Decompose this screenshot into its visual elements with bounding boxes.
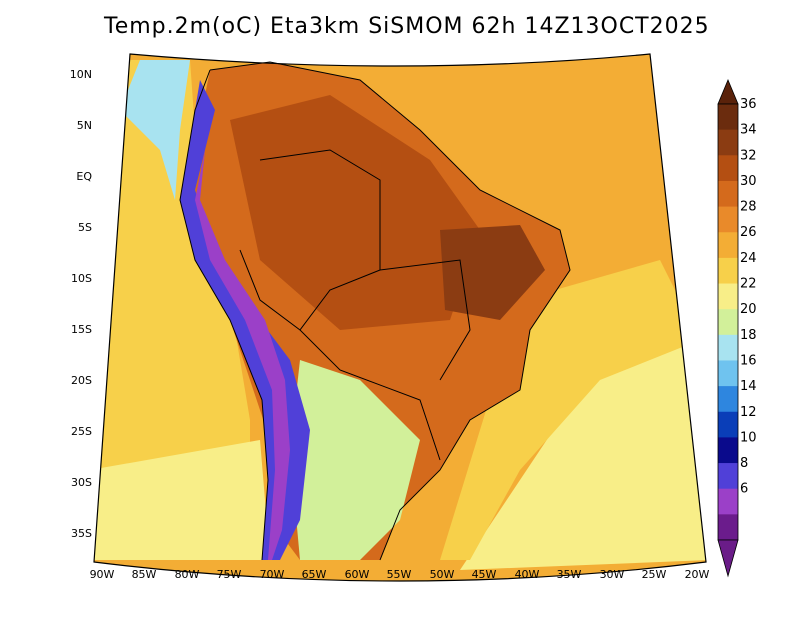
lat-label: EQ [76, 170, 92, 183]
colorbar-label: 20 [740, 302, 757, 317]
amazon-hot-core [230, 95, 480, 330]
lon-label: 55W [387, 568, 412, 581]
pacific-cool-band [94, 60, 250, 560]
lat-label: 20S [71, 374, 92, 387]
latitude-axis: 10N 5N EQ 5S 10S 15S 20S 25S 30S 35S [70, 68, 93, 540]
internal-border-a [239, 249, 301, 331]
lon-label: 70W [260, 568, 285, 581]
lat-label: 30S [71, 476, 92, 489]
lon-label: 30W [600, 568, 625, 581]
lon-label: 90W [90, 568, 115, 581]
colorbar-segment [718, 283, 738, 310]
colorbar-label: 28 [740, 200, 757, 215]
colorbar-label: 36 [740, 97, 757, 112]
northeast-hot-core [440, 225, 545, 320]
colorbar-segment [718, 232, 738, 259]
lat-label: 15S [71, 323, 92, 336]
lat-label: 10N [70, 68, 92, 81]
colorbar-labels: 36 34 32 30 28 26 24 22 20 18 16 14 12 10 8 6 [740, 97, 757, 497]
colorbar-segment [718, 514, 738, 541]
colorbar-segment [718, 360, 738, 387]
colorbar-label: 34 [740, 123, 757, 138]
brazil-border [259, 149, 441, 461]
colorbar-label: 24 [740, 251, 757, 266]
colorbar-segment [718, 180, 738, 208]
map-frame [93, 53, 707, 582]
colorbar-segment [718, 257, 738, 285]
colorbar-segment [718, 463, 738, 490]
colorbar: 36 34 32 30 28 26 24 22 20 18 16 14 12 10 8 6 [717, 78, 757, 578]
map-title: Temp.2m(oC) Eta3km SiSMOM 62h 14Z13OCT20… [104, 14, 710, 39]
lon-label: 45W [472, 568, 497, 581]
borders [179, 61, 571, 561]
colorbar-segment [718, 386, 738, 413]
colorbar-top-arrow [717, 78, 739, 105]
atlantic-mid-band [440, 260, 700, 560]
temperature-field [94, 54, 706, 581]
lon-label: 75W [217, 568, 242, 581]
lon-label: 85W [132, 568, 157, 581]
colorbar-label: 22 [740, 277, 757, 292]
southern-cone-cool [290, 360, 420, 560]
atlantic-cool-band [460, 340, 706, 570]
lat-label: 5S [78, 221, 92, 234]
colorbar-segment [718, 488, 738, 515]
lat-label: 35S [71, 527, 92, 540]
lon-label: 65W [302, 568, 327, 581]
lon-label: 60W [345, 568, 370, 581]
colorbar-label: 12 [740, 405, 757, 420]
colorbar-bottom-arrow [717, 539, 739, 578]
internal-border-b [379, 259, 471, 381]
colorbar-label: 10 [740, 430, 757, 445]
colorbar-label: 14 [740, 379, 757, 394]
pacific-cold-band [120, 60, 190, 200]
colorbar-label: 8 [740, 456, 748, 471]
colorbar-label: 18 [740, 328, 757, 343]
colorbar-label: 26 [740, 225, 757, 240]
lon-label: 40W [515, 568, 540, 581]
colorbar-label: 16 [740, 353, 757, 368]
colorbar-segments [717, 103, 739, 541]
lon-label: 35W [557, 568, 582, 581]
continent-outline [179, 61, 571, 561]
andes-ridge [195, 150, 290, 560]
lon-label: 80W [175, 568, 200, 581]
colorbar-label: 32 [740, 148, 757, 163]
colorbar-segment [718, 129, 738, 156]
lon-label: 25W [642, 568, 667, 581]
longitude-axis: 90W 85W 80W 75W 70W 65W 60W 55W 50W 45W … [90, 568, 710, 581]
colorbar-segment [718, 437, 738, 464]
colorbar-segment [718, 104, 738, 131]
colorbar-label: 30 [740, 174, 757, 189]
colorbar-segment [718, 155, 738, 182]
colorbar-segment [718, 334, 738, 361]
colorbar-segment [718, 206, 738, 233]
lat-label: 5N [77, 119, 92, 132]
lon-label: 50W [430, 568, 455, 581]
lon-label: 20W [685, 568, 710, 581]
colorbar-segment [718, 309, 738, 336]
colorbar-segment [718, 411, 738, 438]
lat-label: 10S [71, 272, 92, 285]
lat-label: 25S [71, 425, 92, 438]
colorbar-label: 6 [740, 482, 748, 497]
pacific-cool-south [94, 440, 270, 560]
